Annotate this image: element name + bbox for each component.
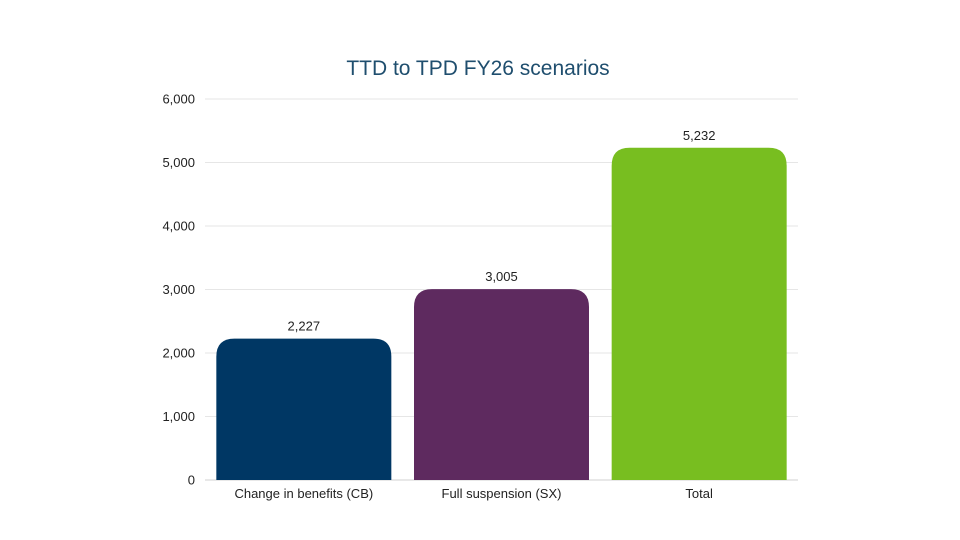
- data-labels: 2,227 3,005 5,232: [288, 128, 716, 334]
- chart-title: TTD to TPD FY26 scenarios: [346, 57, 609, 80]
- y-tick-label: 1,000: [162, 409, 195, 424]
- data-label: 3,005: [485, 269, 518, 284]
- x-tick-label: Total: [685, 486, 713, 501]
- x-tick-label: Full suspension (SX): [442, 486, 562, 501]
- y-tick-label: 6,000: [162, 92, 195, 107]
- y-tick-label: 4,000: [162, 219, 195, 234]
- y-tick-label: 5,000: [162, 155, 195, 170]
- x-tick-label: Change in benefits (CB): [234, 486, 373, 501]
- bar: [216, 338, 392, 480]
- data-label: 5,232: [683, 128, 716, 143]
- y-axis: 0 1,000 2,000 3,000 4,000 5,000 6,000: [162, 92, 195, 488]
- y-tick-label: 3,000: [162, 282, 195, 297]
- bar: [414, 289, 589, 480]
- x-axis: Change in benefits (CB) Full suspension (…: [234, 486, 713, 501]
- y-tick-label: 2,000: [162, 346, 195, 361]
- bars: [216, 147, 787, 480]
- data-label: 2,227: [288, 319, 321, 334]
- bar: [611, 147, 787, 480]
- y-tick-label: 0: [188, 473, 195, 488]
